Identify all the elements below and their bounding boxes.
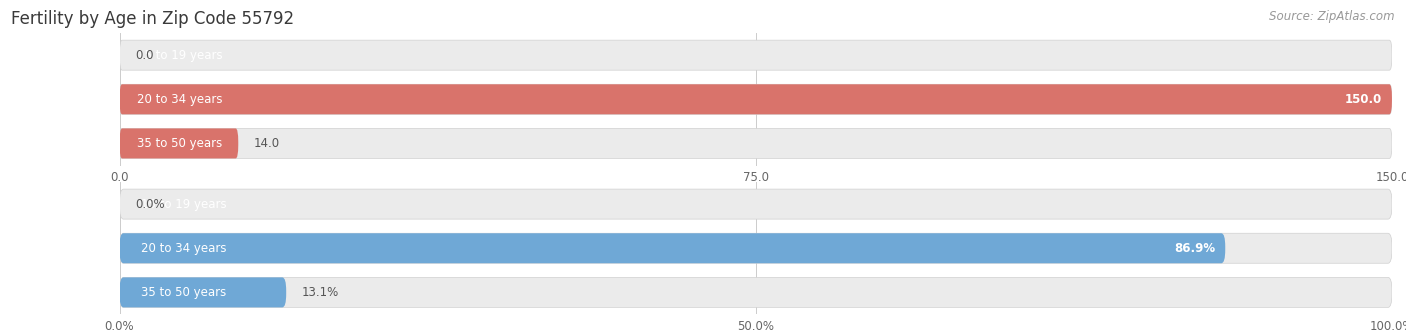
Text: 86.9%: 86.9% [1174, 242, 1215, 255]
FancyBboxPatch shape [120, 233, 1225, 263]
FancyBboxPatch shape [120, 233, 1392, 263]
FancyBboxPatch shape [120, 40, 1392, 70]
Text: 15 to 19 years: 15 to 19 years [141, 198, 226, 211]
Text: 14.0: 14.0 [253, 137, 280, 150]
Text: 15 to 19 years: 15 to 19 years [136, 49, 222, 62]
Text: Source: ZipAtlas.com: Source: ZipAtlas.com [1270, 10, 1395, 23]
FancyBboxPatch shape [120, 277, 1392, 307]
FancyBboxPatch shape [120, 128, 1392, 159]
FancyBboxPatch shape [120, 128, 238, 159]
FancyBboxPatch shape [120, 84, 1392, 114]
Text: 20 to 34 years: 20 to 34 years [141, 242, 226, 255]
FancyBboxPatch shape [120, 189, 1392, 219]
Text: 35 to 50 years: 35 to 50 years [136, 137, 222, 150]
FancyBboxPatch shape [120, 277, 287, 307]
Text: Fertility by Age in Zip Code 55792: Fertility by Age in Zip Code 55792 [11, 10, 294, 28]
Text: 0.0: 0.0 [135, 49, 153, 62]
Text: 150.0: 150.0 [1344, 93, 1382, 106]
Text: 20 to 34 years: 20 to 34 years [136, 93, 222, 106]
Text: 0.0%: 0.0% [135, 198, 165, 211]
Text: 35 to 50 years: 35 to 50 years [141, 286, 226, 299]
FancyBboxPatch shape [120, 84, 1392, 114]
Text: 13.1%: 13.1% [301, 286, 339, 299]
